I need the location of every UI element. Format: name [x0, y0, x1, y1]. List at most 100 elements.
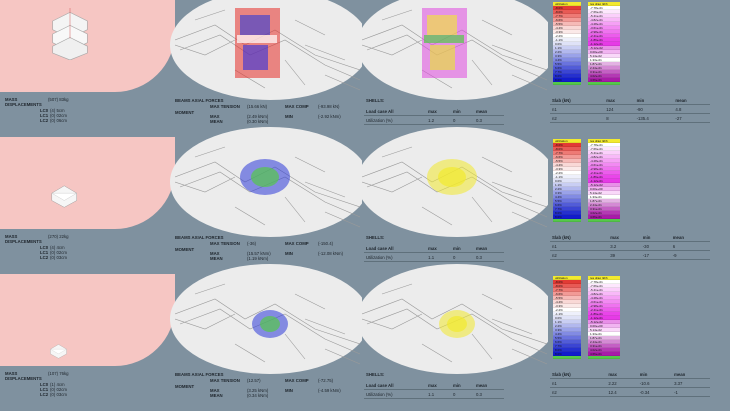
legend-swatch: -6.6% — [553, 292, 581, 296]
moment-mean-value: (1.19 kNm) — [247, 256, 269, 261]
legend-swatch: 3.31e-01 — [588, 70, 620, 74]
slab-cell: -0.34 — [637, 387, 673, 397]
legend-swatch: 0.00e+00 — [588, 324, 620, 328]
legend-swatch: 2.2% — [553, 324, 581, 328]
lc-value: (0) 03cm — [50, 255, 67, 260]
max-tension-value: (15.66 kN) — [247, 104, 268, 109]
shells-header-row: Load case All max min mean — [364, 244, 504, 253]
legend-swatch: 5.14e-02 — [588, 191, 620, 195]
legend-swatch: -1.12e-01 — [588, 316, 620, 320]
legend-swatch: 0.0% — [553, 179, 581, 183]
legend-swatch: -2.2% — [553, 171, 581, 175]
lc-value: (0) 02cm — [50, 387, 67, 392]
slab-header-cell: Slab (kN) — [550, 233, 609, 242]
legend-swatch: -5.5% — [553, 159, 581, 163]
max-tension-label: MAX TENSION — [210, 241, 240, 246]
shell-utilization-model — [361, 137, 548, 229]
lc-value: (1) 4cm — [50, 382, 65, 387]
beam-forces-model — [174, 0, 361, 92]
legend-swatch: 6.6% — [553, 203, 581, 207]
shells-cell: 0 — [451, 115, 474, 125]
legend-swatch: -4.82e-01 — [588, 292, 620, 296]
building-mass-icon — [42, 340, 75, 362]
legend-title-utilization: utilization — [553, 139, 581, 143]
legend-swatch: -8.0% — [553, 143, 581, 147]
shells-cell: 1.1 — [426, 252, 452, 262]
shells-header-row: Load case All max min mean — [364, 107, 504, 116]
max-comp-value: (-93.98 kN) — [318, 104, 340, 109]
legend-swatch: 3.3% — [553, 328, 581, 332]
moment-label: MOMENT — [175, 247, 195, 252]
shells-header-cell: max — [426, 107, 452, 116]
drag-legend: res drag (kN) -7.78e-01 -7.66e-01 -5.41e-01… — [588, 2, 620, 85]
slab-header-cell: Slab (kN) — [550, 370, 607, 379]
legend-swatch: -5.41e-01 — [588, 14, 620, 18]
slab-cell: -30 — [640, 241, 671, 251]
legend-swatch: 6.6% — [553, 66, 581, 70]
shells-cell: 0.3 — [473, 389, 504, 399]
legend-swatch: 1.33e-01 — [588, 332, 620, 336]
legend-swatch: -5.41e-01 — [588, 151, 620, 155]
slab-cell: 3.2 — [608, 241, 641, 251]
legend-swatch: 3.3% — [553, 191, 581, 195]
beam-forces-model — [174, 274, 361, 366]
legend-swatch: 1.1% — [553, 183, 581, 187]
shells-cell: Utilization (%) — [364, 389, 427, 399]
legend-footer — [588, 356, 620, 359]
legend-swatch: -6.6% — [553, 155, 581, 159]
shells-cell: Utilization (%) — [364, 115, 427, 125]
shells-table: Load case All max min mean Utilization (%) 1.… — [364, 381, 504, 399]
slab-header-cell: mean — [673, 96, 710, 105]
slab-data-row: n2 39 -17 -9 — [550, 250, 710, 260]
slab-cell: -9 — [670, 250, 710, 260]
slab-cell: -135.4 — [634, 113, 674, 123]
legend-swatch: -2.2% — [553, 308, 581, 312]
max-comp-label: MAX COMP — [285, 378, 309, 383]
max-comp-value: (-72.75) — [318, 378, 334, 383]
drag-legend: res drag (kN) -7.78e-01 -7.66e-01 -5.41e-01… — [588, 276, 620, 359]
legend-swatch: -3.61e-01 — [588, 163, 620, 167]
moment-mean-value: (0.34 kNm) — [247, 393, 269, 398]
shells-header-cell: max — [426, 244, 452, 253]
slab-header-row: Slab (kN) max min mean — [550, 370, 710, 379]
moment-min-label: MIN — [285, 251, 293, 256]
max-tension-value: (-36) — [247, 241, 257, 246]
shells-cell: Utilization (%) — [364, 252, 427, 262]
mass-label: MASS — [5, 234, 18, 239]
lc-value: (4) 5cm — [50, 108, 65, 113]
max-comp-label: MAX COMP — [285, 104, 309, 109]
legend-swatch: 2.44e-01 — [588, 66, 620, 70]
slab-table: Slab (kN) max min mean n1 2.22 -10.6 3.37 n2 12.4… — [550, 370, 710, 397]
max-comp-label: MAX COMP — [285, 241, 309, 246]
slab-data-row: n1 2.22 -10.6 3.37 — [550, 378, 710, 388]
drag-legend: res drag (kN) -7.78e-01 -7.66e-01 -5.41e-01… — [588, 139, 620, 222]
legend-swatch: 8.0% — [553, 78, 581, 82]
slab-header-cell: Slab (kN) — [550, 96, 605, 105]
displacements-label: DISPLACEMENTS — [5, 376, 42, 381]
shells-label: SHELLS: — [366, 372, 385, 377]
legend-swatch: -1.86e-01 — [588, 38, 620, 42]
moment-min-label: MIN — [285, 388, 293, 393]
shells-header-cell: mean — [473, 244, 504, 253]
beams-axial-title: BEAMS AXIAL FORCES — [175, 98, 224, 103]
legend-footer — [553, 356, 581, 359]
slab-cell: 3.37 — [672, 378, 710, 388]
shells-header-cell: Load case All — [364, 107, 427, 116]
legend-swatch: -3.61e-01 — [588, 26, 620, 30]
moment-min-label: MIN — [285, 114, 293, 119]
legend-swatch: 8.0% — [553, 211, 581, 215]
legend-swatch: 4.4% — [553, 58, 581, 62]
legend-swatch: -4.4% — [553, 163, 581, 167]
slab-cell: 2.22 — [606, 378, 638, 388]
legend-swatch: 1.87e-01 — [588, 336, 620, 340]
legend-swatch: 1.87e-01 — [588, 199, 620, 203]
shells-header-cell: mean — [473, 381, 504, 390]
shells-data-row: Utilization (%) 1.1 0 0.3 — [364, 252, 504, 262]
slab-data-row: n2 8 -135.4 -27 — [550, 113, 710, 123]
legend-swatch: 7.7% — [553, 207, 581, 211]
slab-header-cell: min — [637, 370, 673, 379]
slab-header-row: Slab (kN) max min mean — [550, 96, 710, 105]
max-tension-label: MAX TENSION — [210, 378, 240, 383]
max-tension-value: (12.57) — [247, 378, 261, 383]
legend-swatch: 3.3% — [553, 54, 581, 58]
